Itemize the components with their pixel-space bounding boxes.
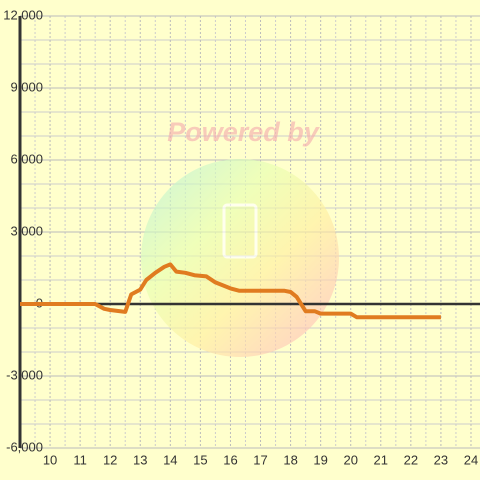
x-tick-label: 14 (163, 452, 177, 467)
x-tick-label: 23 (434, 452, 448, 467)
x-tick-label: 18 (283, 452, 297, 467)
x-tick-label: 12 (103, 452, 117, 467)
y-tick-label: -3,000 (6, 367, 43, 382)
x-tick-label: 20 (343, 452, 357, 467)
x-tick-label: 21 (374, 452, 388, 467)
x-tick-label: 10 (43, 452, 57, 467)
watermark: Powered by (141, 117, 339, 357)
x-tick-label: 15 (193, 452, 207, 467)
data-line (20, 262, 441, 320)
x-tick-label: 17 (253, 452, 267, 467)
x-tick-label: 24 (464, 452, 478, 467)
watermark-text: Powered by (167, 117, 321, 147)
x-tick-label: 13 (133, 452, 147, 467)
x-tick-label: 22 (404, 452, 418, 467)
y-tick-label: 12,000 (3, 7, 43, 22)
y-tick-label: 3,000 (10, 223, 43, 238)
x-tick-label: 11 (73, 452, 87, 467)
y-tick-label: 6,000 (10, 151, 43, 166)
y-tick-label: 9,000 (10, 79, 43, 94)
watermark-logo (222, 203, 258, 259)
y-tick-label: -6,000 (6, 439, 43, 454)
x-tick-label: 19 (313, 452, 327, 467)
x-tick-label: 16 (223, 452, 237, 467)
